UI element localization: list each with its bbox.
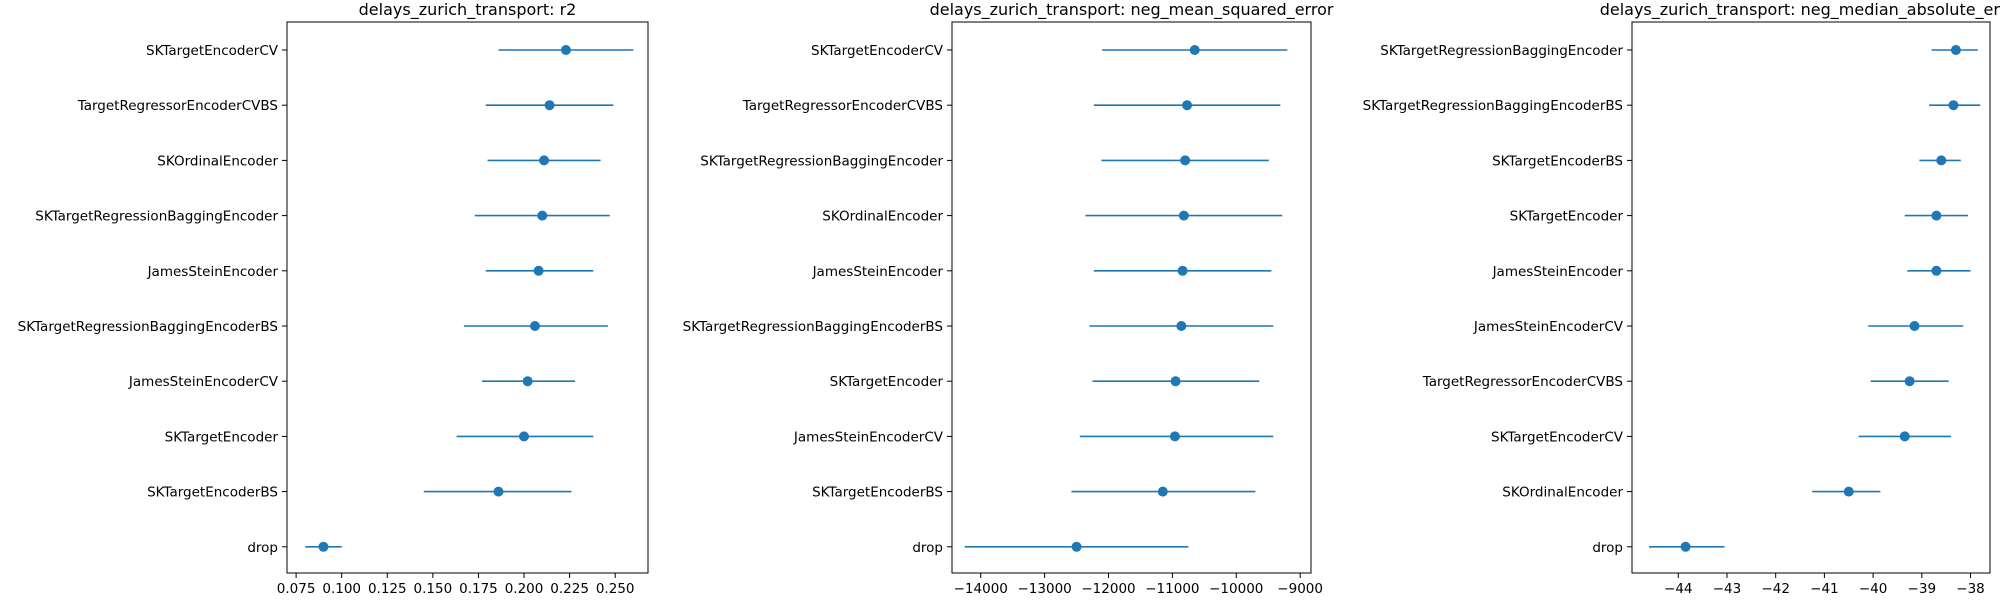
subplot-3: delays_zurich_transport: neg_median_abso… [1363,0,2000,597]
data-point [1899,431,1910,442]
y-tick-label: JamesSteinEncoderCV [793,429,944,445]
data-point [1950,45,1961,55]
y-tick-label: SKOrdinalEncoder [822,209,943,225]
data-point [318,541,329,552]
data-point [1170,376,1181,387]
y-tick-label: SKTargetEncoder [830,374,944,390]
data-point [1177,265,1188,276]
x-tick-label: −42 [1761,581,1790,597]
y-tick-label: SKTargetRegressionBaggingEncoder [35,209,278,225]
subplot-2: delays_zurich_transport: neg_mean_square… [683,0,1334,597]
y-tick-label: SKTargetEncoder [165,429,279,445]
x-tick-label: −43 [1713,581,1742,597]
data-point [1071,541,1082,552]
data-point [1157,486,1168,497]
x-tick-label: −14000 [954,581,1008,597]
y-tick-label: SKTargetEncoderCV [1491,429,1624,445]
plot-frame [951,21,1312,574]
x-tick-label: −39 [1908,581,1937,597]
y-tick-label: SKTargetRegressionBaggingEncoder [1380,43,1623,59]
y-tick-label: JamesSteinEncoder [812,264,944,280]
y-tick-label: SKTargetRegressionBaggingEncoderBS [18,319,278,335]
x-tick-label: −40 [1859,581,1888,597]
data-point [1909,321,1920,331]
y-tick-label: SKTargetRegressionBaggingEncoderBS [683,319,943,335]
y-tick-label: SKOrdinalEncoder [1502,485,1623,501]
y-tick-label: JamesSteinEncoderCV [128,374,279,390]
x-tick-label: 0.225 [550,581,589,597]
x-tick-label: −44 [1664,581,1693,597]
data-point [1680,541,1691,552]
y-tick-label: SKTargetEncoderBS [1492,153,1623,169]
x-tick-label: 0.175 [459,581,498,597]
x-tick-label: 0.075 [277,581,316,597]
chart-title: delays_zurich_transport: neg_mean_square… [930,0,1334,20]
y-tick-label: drop [247,540,278,556]
data-point [537,210,548,221]
y-tick-label: SKTargetEncoderBS [147,485,278,501]
data-point [1169,431,1180,442]
plot-frame [1631,21,1991,574]
data-point [1843,486,1854,497]
data-point [522,376,533,387]
y-tick-label: SKTargetEncoderCV [146,43,279,59]
y-tick-label: SKOrdinalEncoder [157,153,278,169]
y-tick-label: SKTargetRegressionBaggingEncoder [700,153,943,169]
x-tick-label: 0.200 [505,581,544,597]
x-tick-label: 0.125 [368,581,407,597]
data-point [544,100,555,111]
y-tick-label: TargetRegressorEncoderCVBS [742,98,943,114]
plot-frame [286,21,649,574]
y-tick-label: SKTargetRegressionBaggingEncoderBS [1363,98,1623,114]
x-tick-label: −9000 [1277,581,1323,597]
y-tick-label: drop [1592,540,1623,556]
y-tick-label: SKTargetEncoder [1510,209,1624,225]
data-point [1189,45,1200,55]
x-tick-label: −13000 [1017,581,1071,597]
data-point [1936,155,1947,166]
data-point [1182,100,1193,111]
data-point [519,431,530,442]
data-point [560,45,571,55]
x-tick-label: 0.100 [322,581,361,597]
y-tick-label: SKTargetEncoderCV [811,43,944,59]
data-point [1931,265,1942,276]
y-tick-label: TargetRegressorEncoderCVBS [1422,374,1623,390]
data-point [539,155,550,166]
y-tick-label: drop [912,540,943,556]
y-tick-label: TargetRegressorEncoderCVBS [77,98,278,114]
subplot-1: delays_zurich_transport: r2 0.075 0.100 0.1… [18,0,649,597]
data-point [1178,210,1189,221]
chart-title: delays_zurich_transport: r2 [359,0,577,20]
x-tick-label: 0.250 [596,581,635,597]
y-tick-label: JamesSteinEncoderCV [1473,319,1624,335]
chart-title: delays_zurich_transport: neg_median_abso… [1600,0,2000,20]
x-tick-label: −12000 [1081,581,1135,597]
y-tick-label: JamesSteinEncoder [1492,264,1624,280]
y-tick-label: JamesSteinEncoder [147,264,279,280]
y-tick-label: SKTargetEncoderBS [812,485,943,501]
x-tick-label: −38 [1956,581,1985,597]
data-point [529,321,540,331]
x-tick-label: −11000 [1145,581,1199,597]
data-point [533,265,544,276]
data-point [1948,100,1959,111]
x-tick-label: 0.150 [414,581,453,597]
data-point [1176,321,1187,331]
data-point [1904,376,1915,387]
data-point [1931,210,1942,221]
data-point [1180,155,1191,166]
x-tick-label: −41 [1810,581,1839,597]
data-point [493,486,504,497]
x-tick-label: −10000 [1209,581,1263,597]
